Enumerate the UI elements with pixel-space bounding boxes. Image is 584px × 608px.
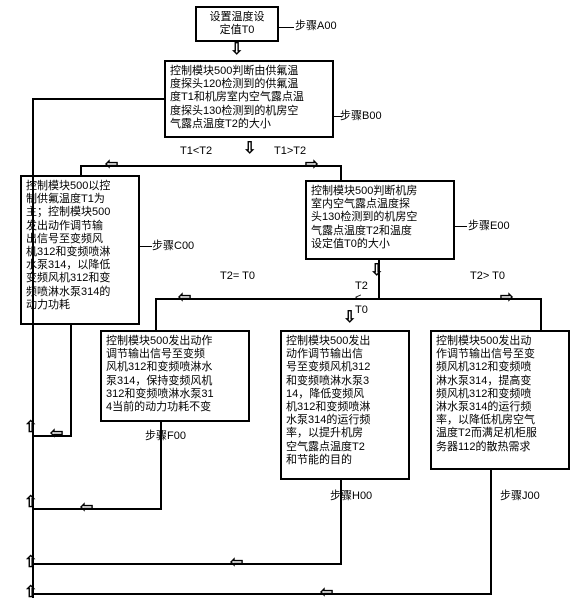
box-e00-text: 控制模块500判断机房 室内空气露点温度探 头130检测到的机房空 气露点温度T…: [311, 185, 417, 250]
box-c00: 控制模块500以控 制供氟温度T1为 主；控制模块500 发出动作调节输 出信号…: [20, 175, 140, 325]
cond-t2-gt-t0: T2> T0: [470, 270, 505, 282]
step-e00-label: 步骤E00: [468, 220, 510, 232]
line-b00-e00-v: [340, 165, 342, 180]
arrow-e00-h00-down: ⇩: [343, 310, 356, 326]
step-j00-label: 步骤J00: [500, 490, 540, 502]
box-a00-text: 设置温度设 定值T0: [210, 11, 265, 36]
box-f00-text: 控制模块500发出动作 调节输出信号至变频 风机312和变频喷淋水 泵314，保…: [106, 335, 214, 413]
box-h00-text: 控制模块500发出 动作调节输出信 号至变频风机312 和变频喷淋水泵3 14，…: [286, 335, 370, 466]
line-j00-loop-h: [32, 593, 492, 595]
step-h00-label: 步骤H00: [330, 490, 372, 502]
arrow-loop-up-1: ⇧: [24, 420, 37, 436]
arrow-a00-b00: ⇩: [230, 42, 243, 58]
box-h00: 控制模块500发出 动作调节输出信 号至变频风机312 和变频喷淋水泵3 14，…: [280, 330, 410, 480]
line-e00-j00-v: [540, 298, 542, 330]
line-c00-loop-v: [70, 325, 72, 435]
line-e00-f00-v: [155, 298, 157, 330]
line-e00-branch-h: [155, 298, 540, 300]
line-h00-loop-h: [32, 563, 342, 565]
line-b00-c00-v: [80, 165, 82, 175]
line-loop-top-h: [32, 98, 164, 100]
cond-t1-gt-t2: T1>T2: [274, 145, 306, 157]
line-a00-label: [279, 27, 294, 28]
box-f00: 控制模块500发出动作 调节输出信号至变频 风机312和变频喷淋水 泵314，保…: [100, 330, 250, 422]
arrow-e00-down: ⇩: [370, 263, 383, 279]
box-b00: 控制模块500判断由供氟温 度探头120检测到的供氟温 度T1和机房室内空气露点…: [164, 60, 334, 138]
line-f00-loop-v: [160, 422, 162, 510]
box-j00-text: 控制模块500发出动 作调节输出信号至变 频风机312和变频喷 淋水泵314，提…: [436, 335, 537, 453]
step-a00-label: 步骤A00: [295, 20, 337, 32]
box-e00: 控制模块500判断机房 室内空气露点温度探 头130检测到的机房空 气露点温度T…: [305, 180, 455, 260]
cond-t1-lt-t2: T1<T2: [180, 145, 212, 157]
line-j00-loop-v: [490, 470, 492, 595]
arrow-loop-left-c00: ⇦: [50, 426, 63, 442]
step-c00-label: 步骤C00: [152, 240, 194, 252]
cond-t2-eq-t0: T2= T0: [220, 270, 255, 282]
line-f00-loop-h: [32, 508, 162, 510]
line-c00-loop-h: [32, 435, 72, 437]
line-loop-main-v: [32, 98, 34, 598]
box-a00: 设置温度设 定值T0: [195, 6, 279, 42]
line-e00-label: [455, 226, 467, 227]
arrow-b00-down: ⇩: [243, 141, 256, 157]
line-h00-loop-v: [340, 480, 342, 565]
box-j00: 控制模块500发出动 作调节输出信号至变 频风机312和变频喷 淋水泵314，提…: [430, 330, 570, 470]
line-b00-branch-h: [80, 165, 340, 167]
line-c00-label: [140, 246, 152, 247]
line-b00-label: [334, 116, 342, 117]
line-e00-branch-v: [378, 260, 380, 298]
box-c00-text: 控制模块500以控 制供氟温度T1为 主；控制模块500 发出动作调节输 出信号…: [26, 180, 110, 311]
step-b00-label: 步骤B00: [340, 110, 382, 122]
box-b00-text: 控制模块500判断由供氟温 度探头120检测到的供氟温 度T1和机房室内空气露点…: [170, 65, 304, 130]
step-f00-label: 步骤F00: [145, 430, 186, 442]
